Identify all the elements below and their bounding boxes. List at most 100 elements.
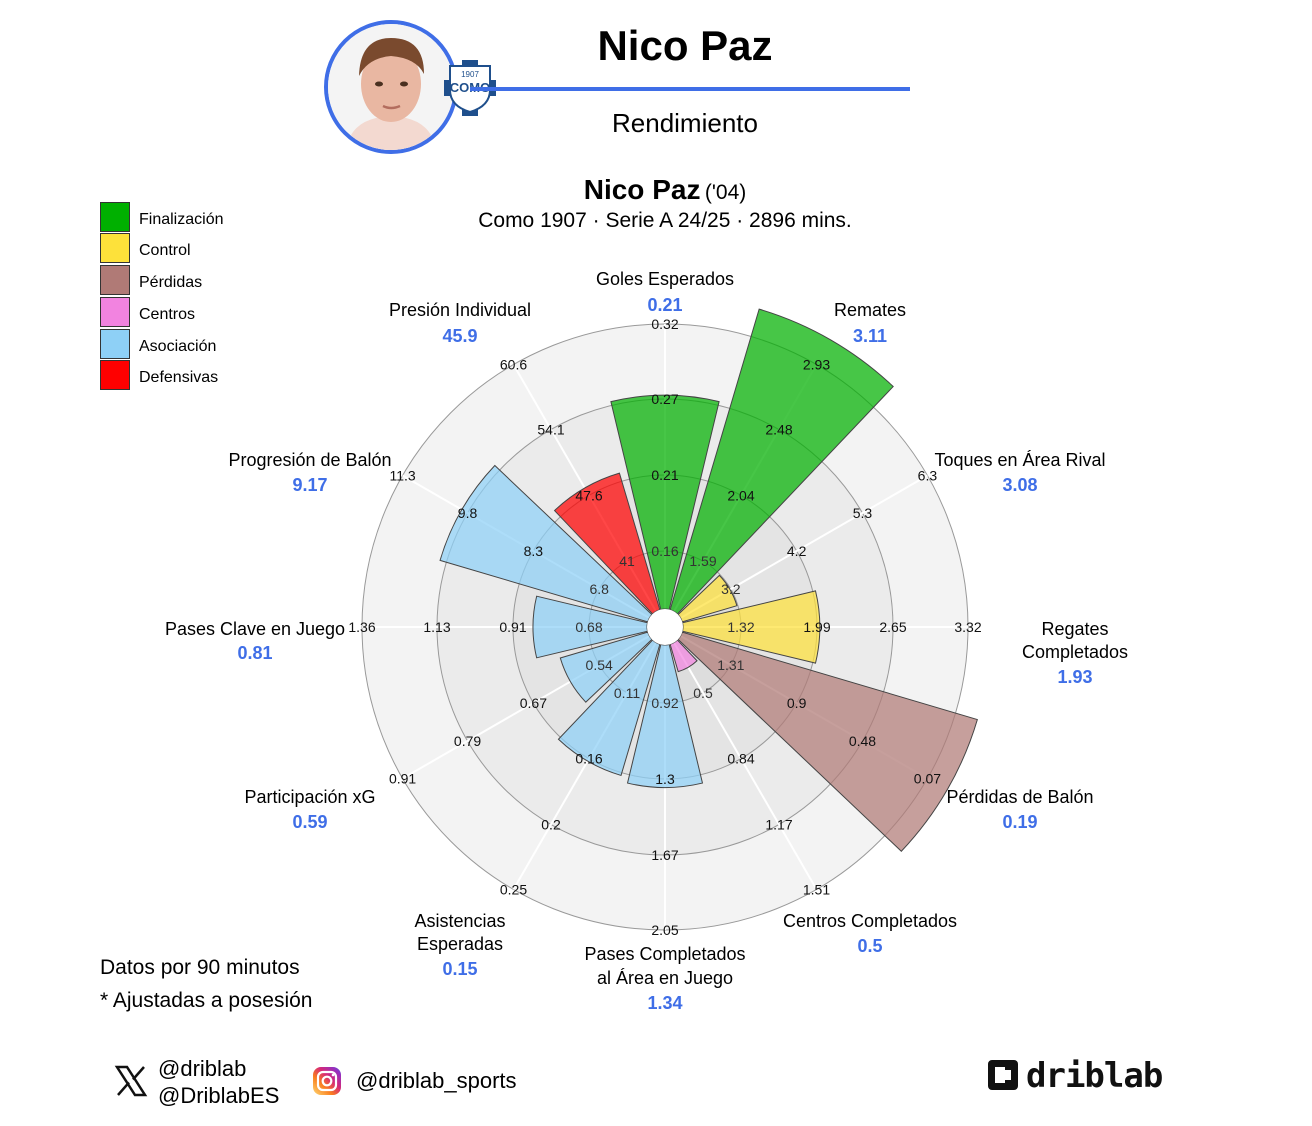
tick-label: 8.3: [524, 543, 544, 559]
legend-label: Control: [139, 242, 191, 259]
tick-label: 41: [619, 553, 635, 569]
brand-name: driblab: [1026, 1058, 1162, 1094]
category-value: 0.15: [442, 959, 477, 979]
tick-label: 0.5: [693, 685, 713, 701]
tick-label: 0.25: [500, 881, 527, 897]
tick-label: 1.59: [689, 553, 716, 569]
category-label: Regates: [1041, 619, 1108, 639]
category-value: 0.21: [647, 295, 682, 315]
tick-label: 0.21: [651, 467, 678, 483]
category-label: Presión Individual: [389, 300, 531, 320]
legend-swatch: [100, 329, 130, 359]
chart-bar: [553, 472, 661, 615]
tick-label: 0.84: [727, 751, 754, 767]
x-handle-driblab[interactable]: @driblab: [158, 1056, 247, 1081]
tick-label: 1.3: [655, 771, 675, 787]
instagram-handle[interactable]: @driblab_sports: [356, 1068, 517, 1093]
legend-swatch: [100, 297, 130, 327]
tick-label: 5.3: [853, 505, 873, 521]
tick-label: 4.2: [787, 543, 807, 559]
legend-label: Pérdidas: [139, 274, 203, 291]
note-per90: Datos por 90 minutos: [100, 956, 300, 979]
category-label: Centros Completados: [783, 911, 957, 931]
tick-label: 0.54: [586, 657, 613, 673]
x-logo-icon[interactable]: [114, 1064, 148, 1098]
tick-label: 6.8: [589, 581, 609, 597]
tick-label: 0.16: [575, 751, 602, 767]
tick-label: 0.48: [849, 733, 876, 749]
tick-label: 0.16: [651, 543, 678, 559]
chart-bar: [557, 639, 661, 777]
tick-label: 1.13: [423, 619, 450, 635]
tick-label: 0.27: [651, 391, 678, 407]
tick-label: 60.6: [500, 357, 527, 373]
tick-label: 9.8: [458, 505, 478, 521]
category-label: Completados: [1022, 642, 1128, 662]
category-value: 0.5: [857, 936, 882, 956]
chart-title-name: Nico Paz: [583, 174, 701, 205]
chart-bar: [626, 643, 704, 788]
category-label: Esperadas: [417, 934, 503, 954]
tick-label: 2.04: [727, 487, 754, 503]
tick-label: 47.6: [575, 487, 602, 503]
legend-label: Asociación: [139, 338, 217, 355]
page-subtitle: Rendimiento: [612, 108, 758, 138]
legend-label: Centros: [139, 306, 196, 323]
tick-label: 6.3: [918, 468, 938, 484]
tick-label: 0.91: [389, 771, 416, 787]
category-label: al Área en Juego: [597, 968, 733, 988]
category-label: Pérdidas de Balón: [946, 787, 1093, 807]
tick-label: 1.31: [717, 657, 744, 673]
tick-label: 11.3: [389, 468, 415, 484]
legend-swatch: [100, 233, 130, 263]
tick-label: 1.32: [727, 619, 754, 635]
legend-swatch: [100, 360, 130, 390]
chart-center: [647, 609, 683, 645]
category-value: 45.9: [442, 326, 477, 346]
tick-label: 2.48: [765, 422, 792, 438]
x-handles[interactable]: @driblab @DriblabES: [158, 1055, 279, 1109]
category-value: 9.17: [292, 475, 327, 495]
tick-label: 0.92: [651, 695, 678, 711]
tick-label: 1.36: [348, 619, 375, 635]
tick-label: 1.67: [651, 847, 678, 863]
category-value: 3.11: [853, 326, 887, 346]
chart-title: Nico Paz ('04): [480, 174, 850, 206]
category-value: 1.93: [1057, 667, 1092, 687]
tick-label: 2.05: [651, 922, 678, 938]
tick-label: 2.93: [803, 357, 830, 373]
driblab-logo: driblab: [986, 1056, 1186, 1096]
chart-title-year: ('04): [704, 181, 747, 204]
x-handle-driblab-es[interactable]: @DriblabES: [158, 1083, 280, 1108]
tick-label: 0.67: [520, 695, 547, 711]
tick-label: 1.17: [765, 816, 792, 832]
tick-label: 1.99: [803, 619, 830, 635]
instagram-icon[interactable]: [312, 1066, 342, 1096]
grid-spoke: [673, 642, 818, 890]
header-divider: [470, 87, 910, 91]
category-value: 0.81: [237, 643, 272, 663]
tick-label: 0.91: [499, 619, 526, 635]
chart-bar: [681, 590, 821, 664]
category-label: Goles Esperados: [596, 269, 734, 289]
category-value: 0.59: [292, 812, 327, 832]
tick-label: 0.2: [541, 816, 561, 832]
tick-label: 0.9: [787, 695, 807, 711]
category-label: Pases Clave en Juego: [165, 619, 345, 639]
category-label: Participación xG: [244, 787, 375, 807]
tick-label: 54.1: [537, 422, 564, 438]
category-label: Progresión de Balón: [228, 450, 391, 470]
player-avatar: [324, 20, 458, 154]
tick-label: 0.79: [454, 733, 481, 749]
crest-year: 1907: [461, 70, 479, 79]
legend-label: Defensivas: [139, 369, 219, 386]
tick-label: 3.32: [954, 619, 981, 635]
note-adjusted: * Ajustadas a posesión: [100, 989, 313, 1012]
tick-label: 0.07: [914, 771, 941, 787]
category-value: 1.34: [647, 993, 682, 1013]
category-label: Pases Completados: [584, 944, 745, 964]
tick-label: 0.32: [651, 316, 678, 332]
tick-label: 2.65: [879, 619, 906, 635]
tick-label: 1.51: [803, 881, 830, 897]
